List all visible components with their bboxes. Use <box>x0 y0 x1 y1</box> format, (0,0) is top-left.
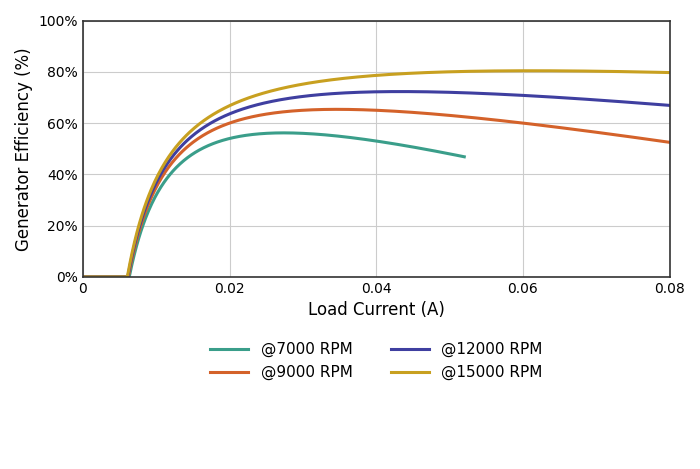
@12000 RPM <box>396 89 405 94</box>
Line: @15000 RPM: @15000 RPM <box>83 71 670 277</box>
@9000 RPM <box>332 106 341 112</box>
@12000 RPM <box>457 90 466 96</box>
@15000 RPM <box>248 94 256 99</box>
@9000 RPM <box>291 108 300 113</box>
@15000 RPM <box>456 68 465 74</box>
@12000 RPM <box>666 103 674 108</box>
X-axis label: Load Current (A): Load Current (A) <box>308 302 444 319</box>
@12000 RPM <box>291 95 300 100</box>
Line: @12000 RPM: @12000 RPM <box>83 91 670 277</box>
@9000 RPM <box>248 114 256 120</box>
@15000 RPM <box>78 274 87 280</box>
@9000 RPM <box>464 114 473 120</box>
@9000 RPM <box>666 139 674 145</box>
@7000 RPM <box>217 138 225 144</box>
@7000 RPM <box>78 274 87 280</box>
@9000 RPM <box>566 126 574 132</box>
Line: @9000 RPM: @9000 RPM <box>83 109 670 277</box>
@9000 RPM <box>457 113 466 119</box>
@12000 RPM <box>78 274 87 280</box>
Legend: @7000 RPM, @9000 RPM, @12000 RPM, @15000 RPM: @7000 RPM, @9000 RPM, @12000 RPM, @15000… <box>204 336 549 386</box>
@9000 RPM <box>223 121 232 127</box>
@12000 RPM <box>464 90 473 96</box>
@7000 RPM <box>189 151 197 157</box>
Line: @7000 RPM: @7000 RPM <box>83 133 464 277</box>
@15000 RPM <box>666 70 674 76</box>
@15000 RPM <box>223 104 232 109</box>
@15000 RPM <box>291 83 300 88</box>
@15000 RPM <box>463 68 472 74</box>
@7000 RPM <box>395 142 403 147</box>
@7000 RPM <box>330 133 338 138</box>
@7000 RPM <box>280 130 288 136</box>
@7000 RPM <box>460 154 468 159</box>
Y-axis label: Generator Efficiency (%): Generator Efficiency (%) <box>15 47 33 250</box>
@12000 RPM <box>248 103 256 109</box>
@15000 RPM <box>566 68 574 74</box>
@7000 RPM <box>173 164 181 170</box>
@15000 RPM <box>528 68 536 74</box>
@7000 RPM <box>325 132 333 138</box>
@12000 RPM <box>566 95 574 101</box>
@9000 RPM <box>78 274 87 280</box>
@12000 RPM <box>223 112 232 118</box>
